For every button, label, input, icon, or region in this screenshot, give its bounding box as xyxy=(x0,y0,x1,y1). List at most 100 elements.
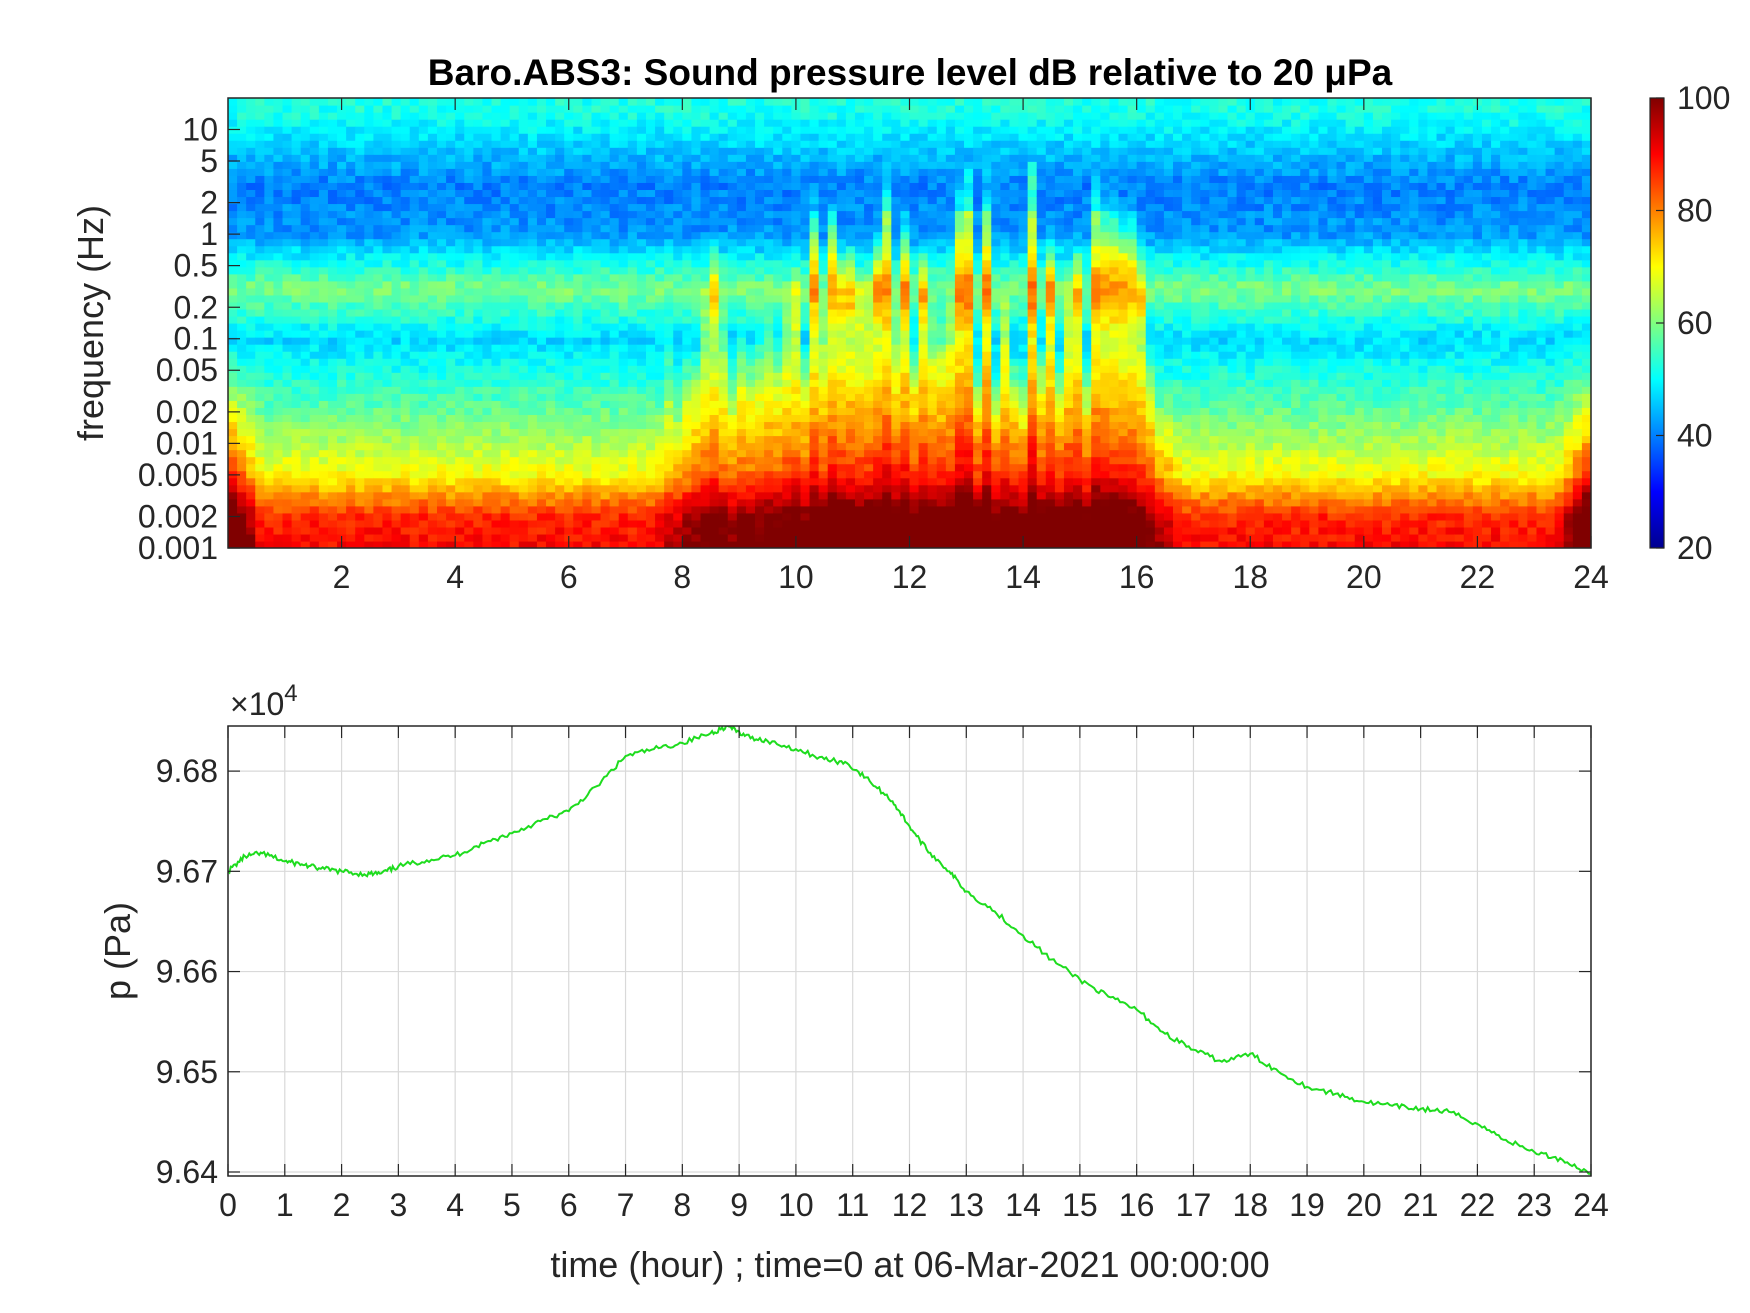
heatmap-cell xyxy=(255,435,265,444)
heatmap-cell xyxy=(237,154,247,162)
heatmap-cell xyxy=(755,470,765,479)
heatmap-cell xyxy=(918,182,929,191)
heatmap-cell xyxy=(309,351,320,359)
heatmap-cell xyxy=(773,161,783,169)
heatmap-cell xyxy=(536,407,547,416)
heatmap-cell xyxy=(827,147,838,155)
heatmap-cell xyxy=(873,203,883,212)
heatmap-cell xyxy=(346,287,356,296)
heatmap-cell xyxy=(337,126,347,134)
heatmap-cell xyxy=(391,407,402,416)
heatmap-cell xyxy=(246,519,256,528)
heatmap-cell xyxy=(682,266,693,275)
heatmap-cell xyxy=(509,330,520,338)
heatmap-cell xyxy=(518,337,529,345)
heatmap-cell xyxy=(536,224,547,233)
heatmap-cell xyxy=(691,407,702,416)
heatmap-cell xyxy=(645,231,656,240)
heatmap-cell xyxy=(446,238,456,247)
heatmap-cell xyxy=(436,175,447,183)
heatmap-cell xyxy=(609,126,620,134)
heatmap-cell xyxy=(427,168,438,176)
heatmap-cell xyxy=(700,287,711,296)
heatmap-cell xyxy=(291,182,302,191)
heatmap-cell xyxy=(255,491,265,500)
heatmap-cell xyxy=(636,154,647,162)
heatmap-cell xyxy=(864,133,874,141)
heatmap-cell xyxy=(618,533,629,542)
heatmap-cell xyxy=(836,393,847,401)
heatmap-cell xyxy=(546,196,556,205)
heatmap-cell xyxy=(418,161,429,169)
heatmap-cell xyxy=(473,133,484,141)
heatmap-cell xyxy=(337,351,347,359)
heatmap-cell xyxy=(382,456,393,465)
heatmap-cell xyxy=(782,498,792,507)
heatmap-cell xyxy=(927,358,938,366)
heatmap-cell xyxy=(264,196,275,205)
heatmap-cell xyxy=(636,126,647,134)
heatmap-cell xyxy=(373,379,384,387)
heatmap-cell xyxy=(918,315,929,324)
heatmap-cell xyxy=(400,498,411,507)
heatmap-cell xyxy=(618,491,629,500)
heatmap-cell xyxy=(573,407,583,416)
heatmap-cell xyxy=(864,393,874,401)
heatmap-cell xyxy=(873,252,883,261)
heatmap-cell xyxy=(645,393,656,401)
heatmap-cell xyxy=(237,456,247,465)
heatmap-cell xyxy=(873,245,883,254)
heatmap-cell xyxy=(500,133,511,141)
heatmap-cell xyxy=(700,435,711,444)
heatmap-cell xyxy=(246,337,256,345)
heatmap-cell xyxy=(282,315,293,324)
heatmap-cell xyxy=(373,98,384,106)
heatmap-cell xyxy=(745,491,756,500)
heatmap-cell xyxy=(518,414,529,423)
heatmap-cell xyxy=(355,315,365,324)
heatmap-cell xyxy=(664,337,674,345)
heatmap-cell xyxy=(509,161,520,169)
heatmap-cell xyxy=(436,379,447,387)
heatmap-cell xyxy=(809,533,820,542)
heatmap-cell xyxy=(482,330,493,338)
heatmap-cell xyxy=(400,533,411,542)
heatmap-cell xyxy=(300,365,311,373)
heatmap-cell xyxy=(555,252,565,261)
heatmap-cell xyxy=(291,449,302,458)
heatmap-cell xyxy=(745,484,756,493)
heatmap-cell xyxy=(255,330,265,338)
heatmap-cell xyxy=(255,498,265,507)
heatmap-cell xyxy=(228,393,238,401)
heatmap-cell xyxy=(555,505,565,514)
heatmap-cell xyxy=(327,140,338,148)
heatmap-cell xyxy=(845,393,856,401)
heatmap-cell xyxy=(655,315,665,324)
heatmap-cell xyxy=(228,105,238,113)
heatmap-cell xyxy=(745,526,756,535)
heatmap-cell xyxy=(327,294,338,303)
heatmap-cell xyxy=(318,280,329,289)
heatmap-cell xyxy=(645,140,656,148)
heatmap-cell xyxy=(745,463,756,472)
heatmap-cell xyxy=(864,463,874,472)
heatmap-cell xyxy=(600,456,611,465)
heatmap-cell xyxy=(418,540,429,548)
heatmap-cell xyxy=(900,175,911,183)
heatmap-cell xyxy=(864,168,874,176)
heatmap-cell xyxy=(446,168,456,176)
heatmap-cell xyxy=(691,266,702,275)
heatmap-cell xyxy=(527,224,538,233)
heatmap-cell xyxy=(400,294,411,303)
heatmap-cell xyxy=(482,512,493,521)
heatmap-cell xyxy=(618,484,629,493)
heatmap-cell xyxy=(727,259,738,268)
heatmap-cell xyxy=(845,189,856,198)
heatmap-cell xyxy=(600,112,611,120)
heatmap-cell xyxy=(436,147,447,155)
heatmap-cell xyxy=(600,498,611,507)
heatmap-cell xyxy=(618,203,629,212)
heatmap-cell xyxy=(509,301,520,310)
heatmap-cell xyxy=(228,323,238,331)
heatmap-cell xyxy=(600,182,611,191)
